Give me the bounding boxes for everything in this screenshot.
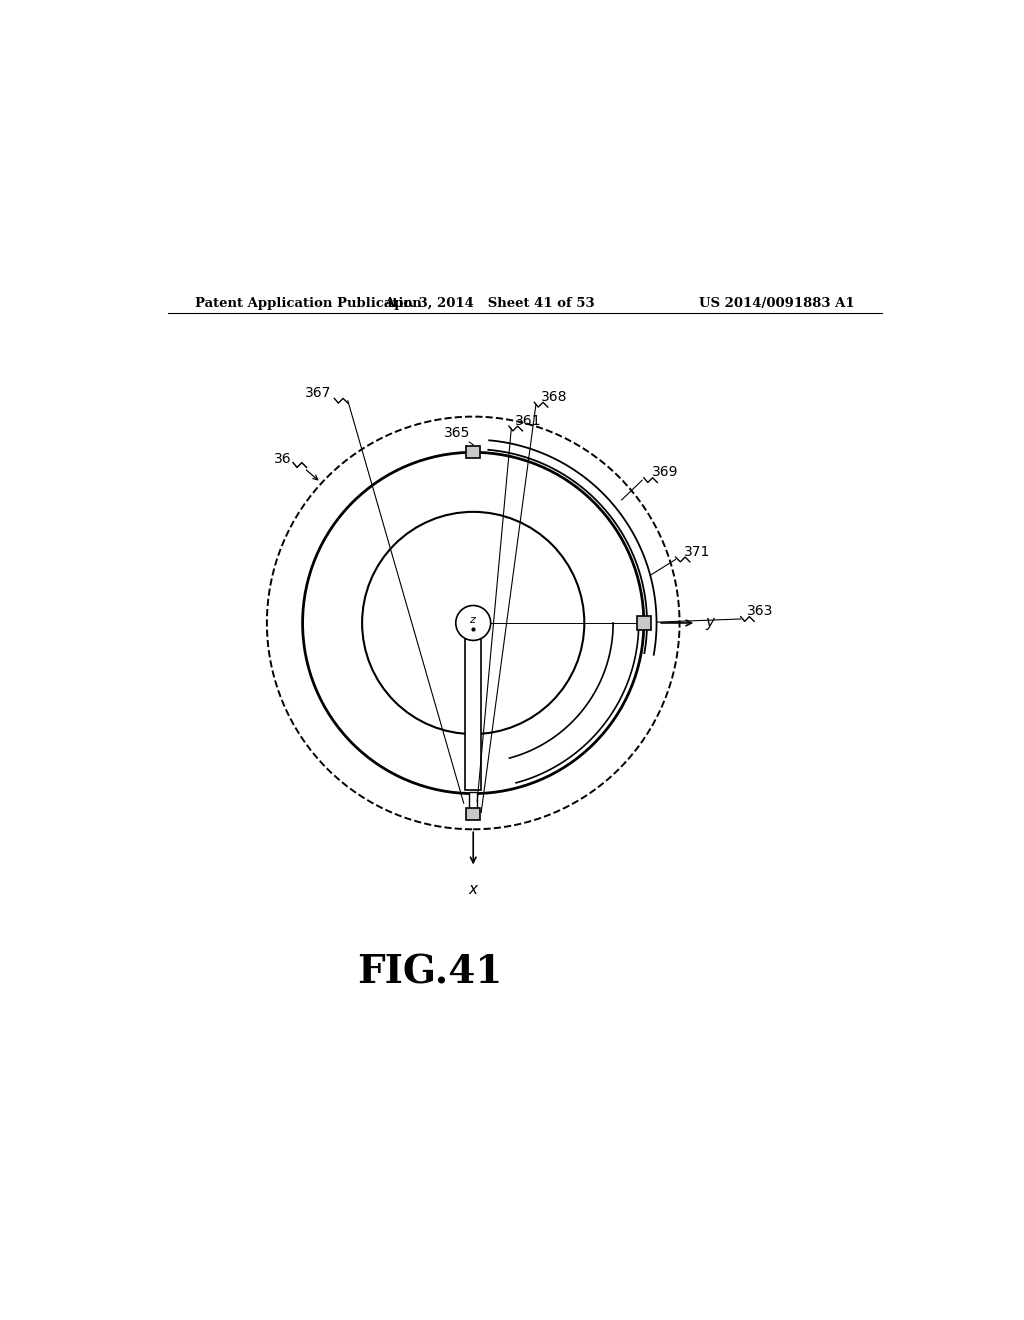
- Text: 365: 365: [444, 425, 471, 440]
- Circle shape: [456, 606, 490, 640]
- Text: x: x: [469, 882, 478, 896]
- Bar: [466, 446, 480, 458]
- Text: y: y: [706, 615, 715, 631]
- Text: 369: 369: [652, 465, 678, 479]
- Text: 367: 367: [305, 385, 332, 400]
- Circle shape: [362, 512, 585, 734]
- Text: US 2014/0091883 A1: US 2014/0091883 A1: [698, 297, 854, 310]
- Bar: [637, 616, 651, 630]
- Text: 36: 36: [274, 451, 292, 466]
- Text: z: z: [469, 615, 475, 624]
- Text: 361: 361: [515, 413, 542, 428]
- Bar: [465, 639, 481, 789]
- Bar: [466, 808, 480, 820]
- Text: Apr. 3, 2014   Sheet 41 of 53: Apr. 3, 2014 Sheet 41 of 53: [384, 297, 594, 310]
- Text: 371: 371: [684, 545, 710, 558]
- Text: Patent Application Publication: Patent Application Publication: [196, 297, 422, 310]
- Circle shape: [303, 453, 644, 793]
- Text: FIG.41: FIG.41: [357, 953, 502, 991]
- Bar: [469, 792, 477, 816]
- Text: 368: 368: [541, 389, 567, 404]
- Text: 363: 363: [748, 605, 773, 618]
